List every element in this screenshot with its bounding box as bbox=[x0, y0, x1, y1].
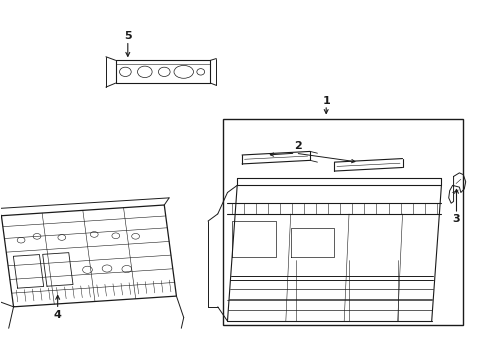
Text: 5: 5 bbox=[124, 31, 131, 41]
Text: 2: 2 bbox=[293, 141, 301, 151]
Text: 1: 1 bbox=[322, 96, 329, 107]
Text: 4: 4 bbox=[54, 310, 61, 320]
Bar bbox=[222, 119, 462, 325]
Text: 3: 3 bbox=[452, 214, 459, 224]
